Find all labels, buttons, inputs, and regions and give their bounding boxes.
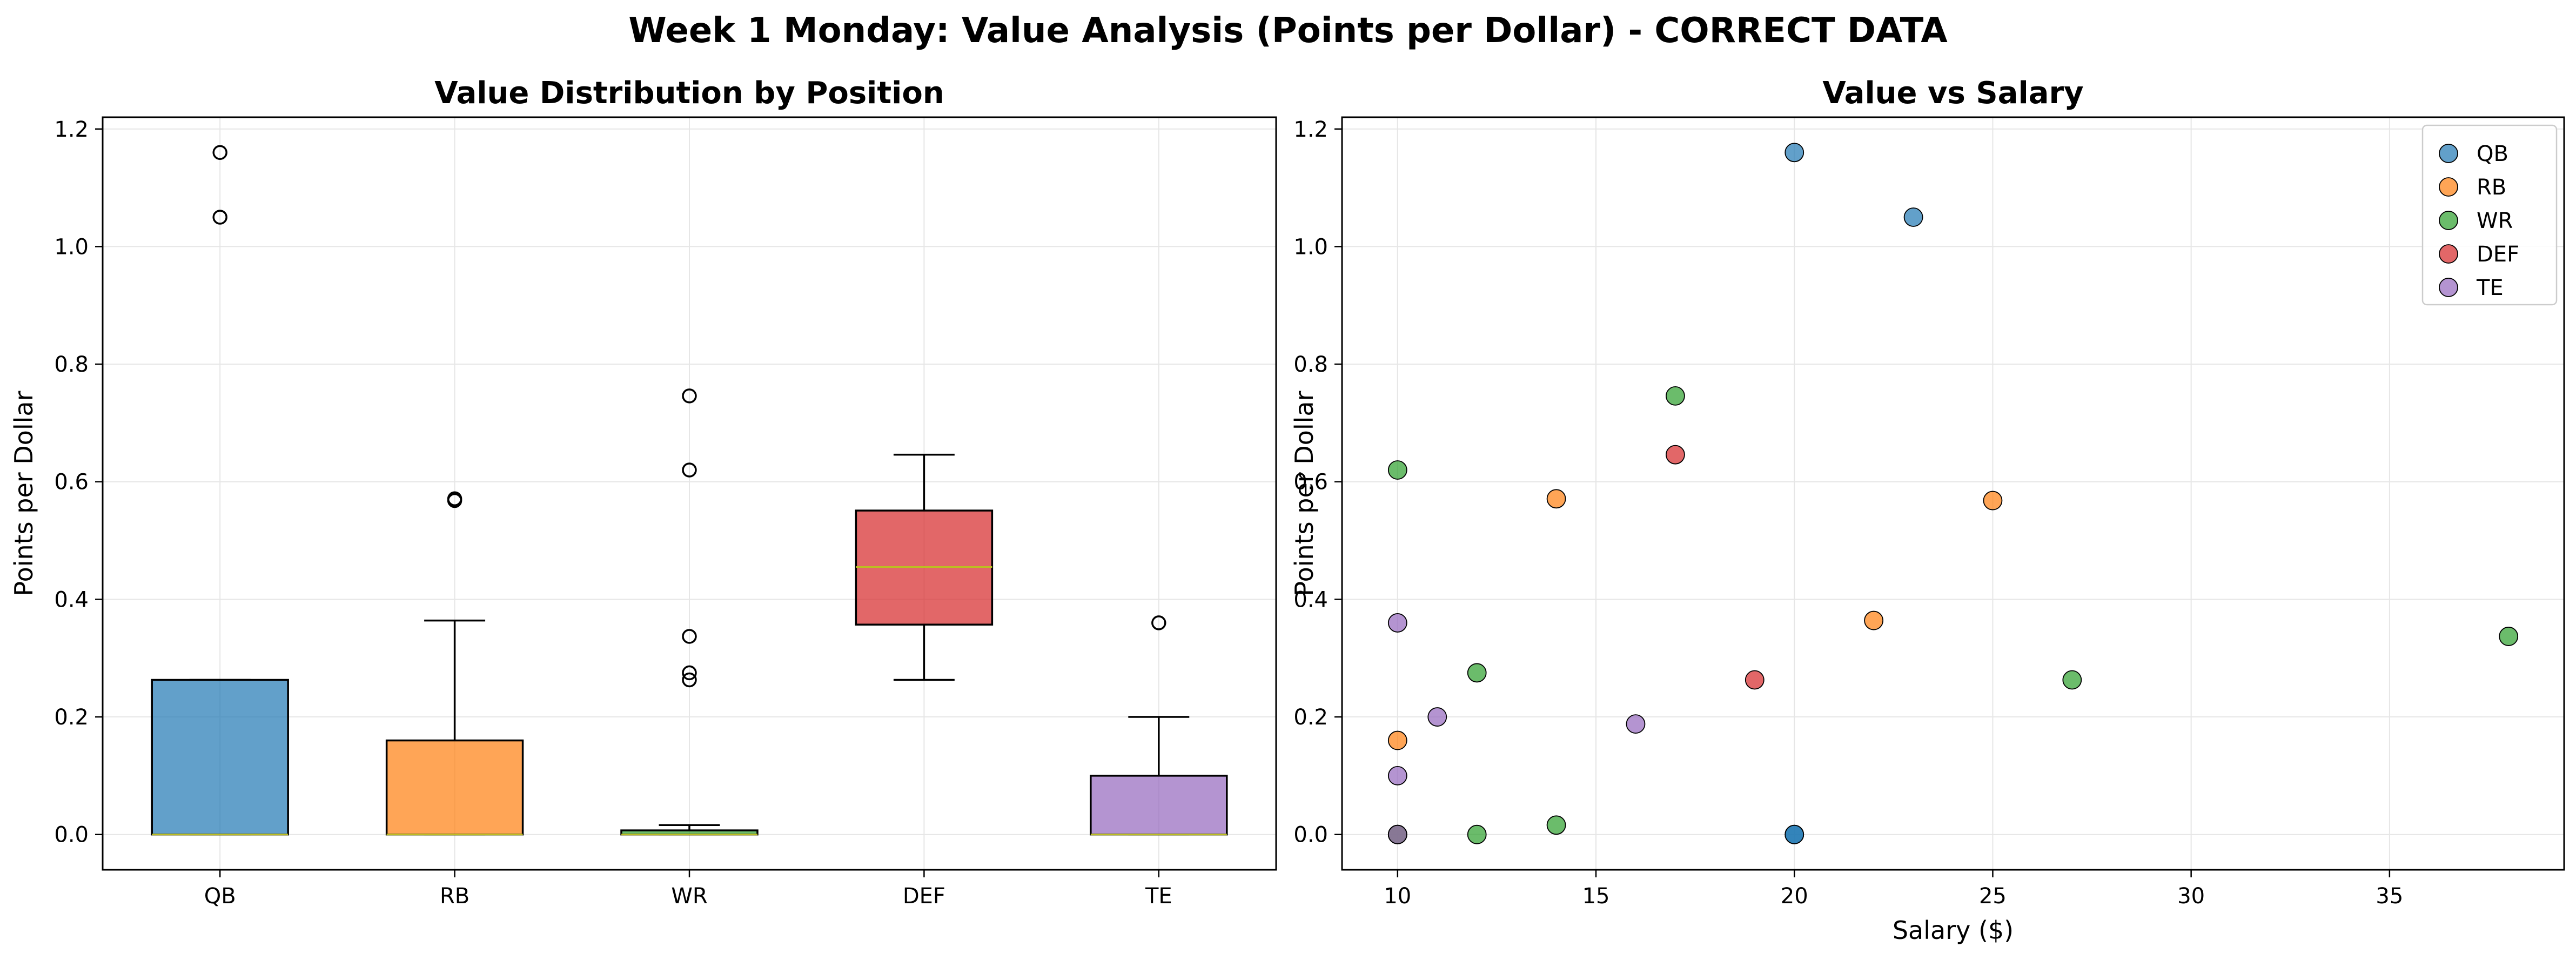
- chart-title: Value vs Salary: [1822, 76, 2083, 111]
- x-tick-label: RB: [440, 884, 469, 909]
- x-tick-label: 20: [1781, 884, 1808, 909]
- y-tick-label: 0.0: [54, 823, 89, 848]
- outlier-point: [212, 210, 227, 225]
- scatter-point: [1387, 613, 1407, 633]
- scatter-point: [2062, 670, 2082, 690]
- scatter-point: [1467, 663, 1487, 683]
- y-tick-label: 0.4: [1293, 587, 1328, 612]
- y-tick-label: 1.2: [1293, 117, 1328, 142]
- scatter-point: [1626, 714, 1646, 734]
- box-body: [385, 739, 524, 836]
- legend-marker: [2439, 244, 2458, 264]
- y-tick-label: 0.2: [1293, 705, 1328, 730]
- scatter-point: [1666, 386, 1685, 406]
- scatter-point: [1903, 207, 1923, 227]
- chart-title: Value Distribution by Position: [434, 76, 944, 111]
- box-body: [1090, 775, 1228, 836]
- y-tick-label: 0.0: [1293, 823, 1328, 848]
- outlier-point: [682, 665, 697, 681]
- y-tick-label: 0.4: [54, 587, 89, 612]
- outlier-point: [212, 145, 227, 160]
- y-tick-label: 1.2: [54, 117, 89, 142]
- legend-label: RB: [2477, 175, 2506, 200]
- scatter-point: [1546, 815, 1566, 835]
- box-qb: [151, 145, 289, 836]
- outlier-point: [682, 629, 697, 644]
- box-wr: [620, 388, 759, 836]
- scatter-plot-panel: 0.0 0.2 0.4 0.6 0.8 1.0 1.2 10 15 20 25 30 35 QB RB WR D…: [1290, 76, 2565, 945]
- legend-label: WR: [2477, 209, 2513, 233]
- legend-label: QB: [2477, 142, 2508, 166]
- x-tick-label: QB: [204, 884, 236, 909]
- x-tick-label: 25: [1979, 884, 2007, 909]
- y-axis-label: Points per Dollar: [9, 391, 38, 596]
- x-tick-label: 35: [2376, 884, 2403, 909]
- outlier-point: [682, 388, 697, 404]
- y-tick-label: 0.6: [1293, 470, 1328, 495]
- x-axis-label: Salary ($): [1893, 916, 2014, 945]
- outlier-point: [447, 491, 462, 507]
- y-tick-label: 0.8: [54, 352, 89, 377]
- scatter-point: [1387, 460, 1407, 480]
- outlier-point: [1151, 615, 1166, 630]
- series-def: [1666, 445, 1765, 690]
- legend-marker: [2439, 177, 2458, 197]
- scatter-point: [1745, 670, 1765, 690]
- legend-marker: [2439, 144, 2458, 163]
- scatter-point: [1427, 707, 1447, 727]
- figure-suptitle: Week 1 Monday: Value Analysis (Points pe…: [628, 11, 1948, 51]
- plot-frame: [102, 116, 1277, 871]
- legend-marker: [2439, 278, 2458, 297]
- x-tick-label: WR: [671, 884, 707, 909]
- outlier-point: [682, 462, 697, 478]
- x-tick-label: TE: [1145, 884, 1172, 909]
- legend-label: DEF: [2477, 242, 2519, 267]
- plot-frame: [1341, 116, 2565, 871]
- series-wr: [1387, 386, 2519, 844]
- box-plot-panel: 0.0 0.2 0.4 0.6 0.8 1.0 1.2 QB RB WR DEF TE Value Di…: [9, 76, 1277, 909]
- y-tick-label: 0.8: [1293, 352, 1328, 377]
- scatter-point: [1387, 824, 1407, 844]
- series-qb: [1785, 143, 1923, 844]
- scatter-point: [1546, 489, 1566, 509]
- scatter-point: [1666, 445, 1685, 465]
- box-rb: [385, 491, 524, 836]
- legend-label: TE: [2476, 276, 2504, 300]
- y-tick-label: 1.0: [1293, 234, 1328, 259]
- box-te: [1090, 615, 1228, 836]
- outlier-point: [682, 672, 697, 688]
- y-tick-label: 0.2: [54, 705, 89, 730]
- box-def: [855, 453, 994, 681]
- x-tick-label: 10: [1384, 884, 1411, 909]
- scatter-point: [1467, 824, 1487, 844]
- scatter-point: [1387, 730, 1407, 750]
- scatter-point: [2499, 627, 2519, 646]
- legend-marker: [2439, 211, 2458, 230]
- y-tick-label: 1.0: [54, 234, 89, 259]
- box-body: [151, 679, 289, 836]
- scatter-point: [1785, 143, 1804, 163]
- scatter-point: [1387, 766, 1407, 786]
- x-tick-label: DEF: [903, 884, 945, 909]
- series-te: [1387, 613, 1646, 844]
- y-axis-label: Points per Dollar: [1290, 391, 1319, 596]
- x-tick-label: 30: [2177, 884, 2205, 909]
- scatter-point: [1864, 610, 1884, 630]
- legend: QB RB WR DEF TE: [2421, 124, 2558, 306]
- y-tick-label: 0.6: [54, 470, 89, 495]
- x-tick-label: 15: [1582, 884, 1610, 909]
- scatter-point: [1983, 491, 2003, 511]
- scatter-point: [1785, 824, 1804, 844]
